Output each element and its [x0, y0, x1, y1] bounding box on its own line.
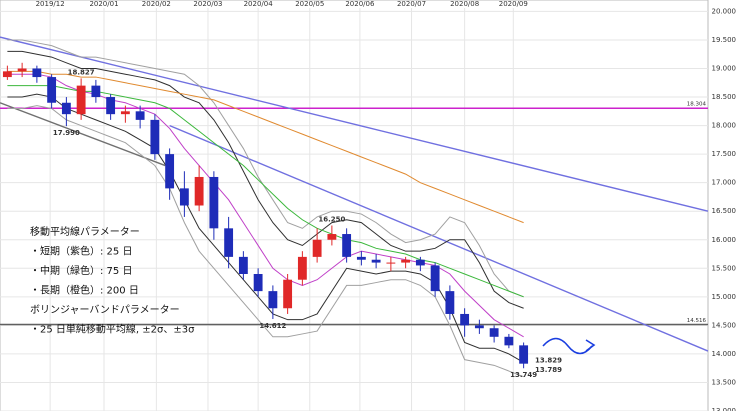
note-line: ・中期（緑色）: 75 日: [30, 264, 132, 277]
candle-body: [474, 325, 484, 329]
candle-body: [327, 234, 337, 240]
x-tick-label: 2020/01: [89, 0, 118, 8]
candle-body: [17, 68, 27, 72]
candle-body: [224, 228, 234, 257]
trend-line: [0, 102, 166, 167]
candle-body: [504, 336, 514, 346]
candle-body: [253, 274, 263, 292]
annotation: 16.250: [318, 215, 345, 223]
x-tick-label: 2020/05: [295, 0, 324, 8]
y-tick-label: 18.000: [712, 122, 737, 130]
y-tick-label: 18.500: [712, 93, 737, 101]
y-tick-label: 14.000: [712, 350, 737, 358]
candle-body: [356, 256, 366, 260]
candle-body: [460, 313, 470, 326]
candle-body: [120, 111, 130, 115]
annotation: 13.749: [510, 371, 537, 379]
x-tick-label: 2020/02: [142, 0, 171, 8]
plot-area: [0, 0, 709, 411]
price-tag: 13.789: [535, 366, 562, 374]
y-tick-label: 13.000: [712, 407, 737, 411]
candle-body: [401, 259, 411, 263]
data-layer: 18.827 17.990 14.612 16.250 13.749 13.82913.7…: [0, 36, 709, 379]
y-tick-label: 13.500: [712, 378, 737, 386]
candle-body: [106, 97, 116, 115]
candle-body: [489, 328, 499, 337]
candle-body: [209, 176, 219, 229]
candle-body: [342, 234, 352, 257]
candle-body: [150, 119, 160, 155]
x-tick-label: 2020/07: [397, 0, 426, 8]
indicator-line: [7, 39, 524, 298]
arrow-head: [585, 339, 596, 352]
y-tick-label: 17.500: [712, 150, 737, 158]
level-label: 18.304: [687, 102, 707, 108]
candle-body: [135, 111, 145, 120]
candle-body: [32, 68, 42, 78]
note-line: ・長期（橙色）: 200 日: [30, 284, 139, 297]
candle-body: [283, 279, 293, 309]
candle-body: [91, 85, 101, 98]
price-tag: 13.829: [535, 357, 562, 365]
candle-body: [415, 259, 425, 266]
candle-body: [297, 256, 307, 280]
x-tick-label: 2020/08: [450, 0, 479, 8]
note-line: ・短期（紫色）: 25 日: [30, 245, 132, 258]
y-tick-label: 20.000: [712, 7, 737, 15]
y-tick-label: 16.000: [712, 236, 737, 244]
candle-body: [386, 262, 396, 264]
candle-body: [61, 102, 71, 115]
y-tick-label: 19.500: [712, 36, 737, 44]
candle-body: [47, 77, 57, 103]
level-label: 14.516: [687, 318, 707, 324]
candle-body: [312, 239, 322, 257]
annotation: 17.990: [53, 129, 80, 137]
x-tick-label: 2020/03: [193, 0, 222, 8]
candle-body: [165, 154, 175, 189]
candle-body: [445, 291, 455, 314]
candle-body: [194, 176, 204, 206]
annotation: 18.827: [68, 68, 95, 76]
x-tick-label: 2019/12: [36, 0, 65, 8]
y-tick-label: 15.000: [712, 293, 737, 301]
x-tick-label: 2020/09: [499, 0, 528, 8]
trend-line: [169, 124, 709, 352]
candle-body: [430, 265, 440, 292]
annotation: 14.612: [259, 322, 286, 330]
x-tick-label: 2020/06: [345, 0, 375, 8]
y-tick-label: 14.500: [712, 321, 737, 329]
candle-body: [2, 71, 12, 78]
candle-body: [519, 345, 529, 364]
candle-body: [179, 188, 189, 206]
indicator-line: [7, 105, 524, 378]
y-tick-label: 15.500: [712, 264, 737, 272]
candle-body: [238, 256, 248, 274]
y-tick-label: 16.500: [712, 207, 737, 215]
note-line: ボリンジャーバンドパラメーター: [30, 304, 180, 316]
candle-body: [371, 259, 381, 263]
note-line: 移動平均線パラメーター: [30, 225, 140, 238]
forecast-arrow: [542, 337, 593, 355]
x-tick-label: 2020/04: [244, 0, 274, 8]
indicator-line: [7, 70, 524, 224]
y-tick-label: 17.000: [712, 179, 737, 187]
note-line: ・25 日単純移動平均線, ±2σ、±3σ: [30, 323, 195, 336]
trend-line: [0, 36, 709, 212]
indicator-line: [7, 50, 524, 309]
candle-body: [268, 291, 278, 309]
candle-body: [76, 85, 86, 115]
y-tick-label: 19.000: [712, 65, 737, 73]
